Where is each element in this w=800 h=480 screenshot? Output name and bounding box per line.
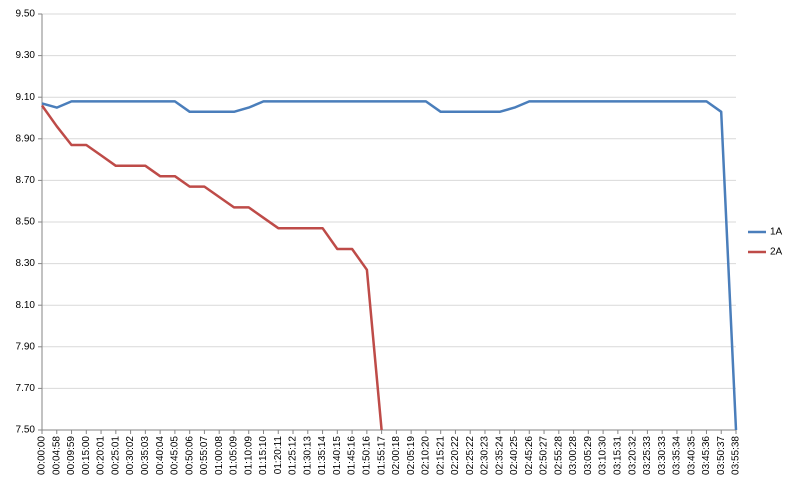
x-tick-label: 01:25:12 [288,436,299,475]
series-line [41,100,738,431]
x-tick-label: 00:50:06 [184,436,195,475]
x-tick-label: 02:05:19 [406,436,417,475]
y-tick-label: 8.50 [16,217,36,228]
x-tick-label: 01:45:16 [347,436,358,475]
x-tick-label: 03:40:35 [686,436,697,475]
x-tick-label: 02:10:20 [421,436,432,475]
x-tick-label: 00:40:04 [155,436,166,475]
x-tick-label: 03:15:31 [613,436,624,475]
legend-label: 2A [770,247,783,258]
x-tick-label: 03:55:38 [731,436,742,475]
x-tick-label: 01:15:10 [258,436,269,475]
x-tick-label: 01:20:11 [273,436,284,475]
x-tick-label: 01:05:09 [229,436,240,475]
y-tick-label: 7.70 [16,383,36,394]
x-tick-label: 03:30:33 [657,436,668,475]
legend-label: 1A [770,227,783,238]
x-tick-label: 02:55:28 [553,436,564,475]
y-tick-label: 8.70 [16,175,36,186]
y-tick-label: 9.30 [16,50,36,61]
x-tick-label: 00:04:58 [51,436,62,475]
x-tick-label: 01:10:09 [243,436,254,475]
x-tick-label: 03:25:33 [642,436,653,475]
x-tick-label: 03:20:32 [627,436,638,475]
y-tick-label: 8.90 [16,133,36,144]
x-tick-label: 00:15:00 [81,436,92,475]
x-tick-label: 01:55:17 [376,436,387,475]
x-tick-label: 03:45:36 [701,436,712,475]
x-tick-label: 03:05:29 [583,436,594,475]
x-tick-label: 01:30:13 [302,436,313,475]
x-tick-label: 00:55:07 [199,436,210,475]
x-tick-label: 01:50:16 [361,436,372,475]
y-tick-label: 8.10 [16,300,36,311]
x-tick-label: 02:45:26 [524,436,535,475]
x-tick-label: 00:35:03 [140,436,151,475]
x-tick-label: 03:35:34 [672,436,683,475]
x-tick-label: 00:09:59 [66,436,77,475]
x-tick-label: 02:50:27 [539,436,550,475]
x-tick-label: 00:45:05 [170,436,181,475]
x-tick-label: 02:20:22 [450,436,461,475]
x-tick-label: 02:30:23 [480,436,491,475]
x-tick-label: 02:25:22 [465,436,476,475]
x-tick-label: 03:00:28 [568,436,579,475]
x-tick-label: 00:25:01 [110,436,121,475]
x-tick-label: 03:50:37 [716,436,727,475]
series-line [40,104,383,431]
y-tick-label: 9.50 [16,9,36,20]
x-tick-label: 03:10:30 [598,436,609,475]
x-tick-label: 01:00:08 [214,436,225,475]
y-tick-label: 9.10 [16,92,36,103]
y-tick-label: 7.90 [16,341,36,352]
x-tick-label: 01:40:15 [332,436,343,475]
x-tick-label: 00:20:01 [96,436,107,475]
x-tick-label: 02:35:24 [494,436,505,475]
x-tick-label: 00:30:02 [125,436,136,475]
x-tick-label: 02:00:18 [391,436,402,475]
y-tick-label: 8.30 [16,258,36,269]
x-tick-label: 01:35:14 [317,436,328,475]
x-tick-label: 02:15:21 [435,436,446,475]
y-tick-label: 7.50 [16,425,36,436]
x-tick-label: 02:40:25 [509,436,520,475]
x-tick-label: 00:00:00 [37,436,48,475]
